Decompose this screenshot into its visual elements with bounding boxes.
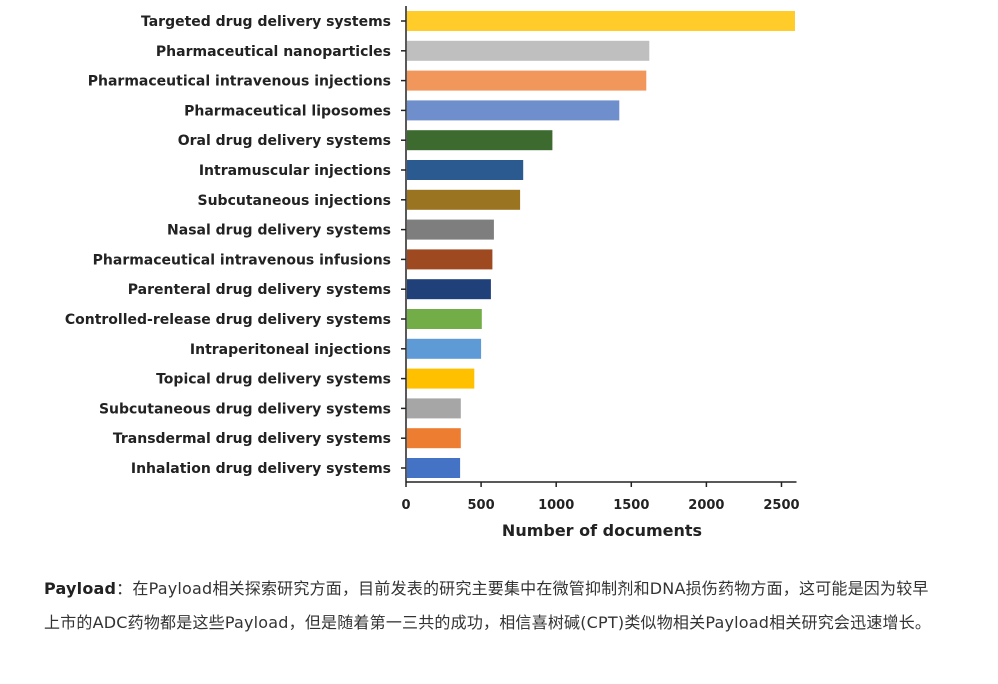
article-paragraph: Payload：在Payload相关探索研究方面，目前发表的研究主要集中在微管抑…	[44, 572, 944, 640]
category-label: Pharmaceutical nanoparticles	[156, 44, 391, 60]
paragraph-text: ：在Payload相关探索研究方面，目前发表的研究主要集中在微管抑制剂和DNA损…	[44, 579, 932, 632]
bar	[407, 160, 524, 180]
bar	[407, 219, 494, 240]
category-label: Subcutaneous injections	[198, 193, 392, 209]
bar	[407, 279, 491, 300]
x-tick-label: 500	[468, 498, 495, 513]
category-label: Targeted drug delivery systems	[141, 14, 391, 30]
bars-layer	[407, 11, 795, 478]
category-label: Subcutaneous drug delivery systems	[99, 401, 391, 417]
category-label: Oral drug delivery systems	[178, 133, 391, 149]
category-label: Nasal drug delivery systems	[167, 223, 391, 239]
x-tick-label: 1000	[538, 498, 574, 513]
x-tick-label: 2000	[688, 498, 724, 513]
category-label: Intraperitoneal injections	[190, 342, 391, 358]
bar	[407, 398, 461, 419]
bar	[407, 458, 461, 478]
x-axis: 0 500 1000 1500 2000 2500	[401, 6, 800, 513]
bar	[407, 309, 482, 329]
category-label: Inhalation drug delivery systems	[131, 461, 391, 477]
x-axis-title: Number of documents	[502, 521, 702, 540]
bar	[407, 130, 553, 151]
bar-chart-svg: Targeted drug delivery systems Pharmaceut…	[65, 6, 800, 540]
bar	[407, 249, 493, 270]
category-labels: Targeted drug delivery systems Pharmaceut…	[65, 14, 391, 477]
category-label: Parenteral drug delivery systems	[128, 282, 391, 298]
category-label: Controlled-release drug delivery systems	[65, 312, 391, 328]
paragraph-lead: Payload	[44, 579, 117, 598]
bar	[407, 368, 475, 389]
category-label: Topical drug delivery systems	[156, 372, 391, 388]
x-tick-label: 2500	[763, 498, 799, 513]
category-label: Pharmaceutical liposomes	[184, 103, 391, 119]
category-label: Pharmaceutical intravenous infusions	[93, 252, 391, 268]
bar	[407, 11, 795, 31]
x-tick-label: 0	[401, 498, 410, 513]
category-label: Transdermal drug delivery systems	[113, 431, 391, 447]
bar	[407, 189, 521, 210]
category-label: Pharmaceutical intravenous injections	[88, 74, 391, 90]
category-label: Intramuscular injections	[199, 163, 391, 179]
bar-chart: Targeted drug delivery systems Pharmaceut…	[65, 6, 800, 540]
bar	[407, 70, 647, 91]
x-tick-label: 1500	[613, 498, 649, 513]
bar	[407, 40, 650, 61]
bar	[407, 100, 620, 121]
bar	[407, 428, 461, 449]
bar	[407, 338, 482, 359]
